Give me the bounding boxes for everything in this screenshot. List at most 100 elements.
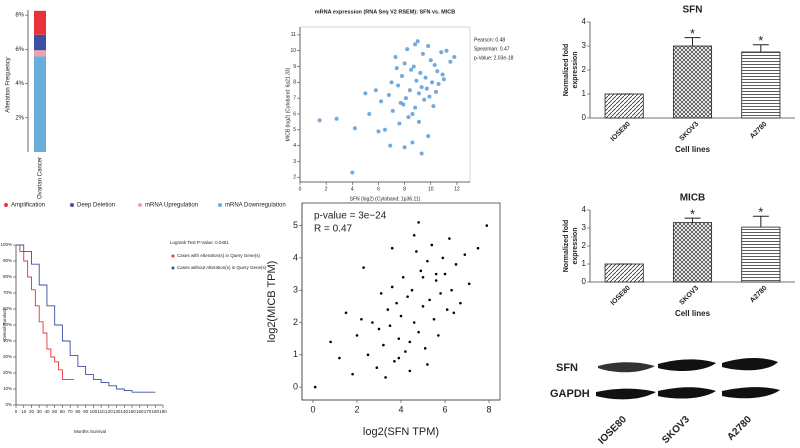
point	[414, 78, 419, 83]
point	[406, 115, 411, 120]
point	[439, 50, 444, 55]
point	[452, 311, 456, 315]
y-tick-label: 60%	[3, 306, 12, 311]
x-tick-label: 12	[454, 186, 460, 192]
significance: *	[690, 207, 695, 222]
y-tick-label: 8%	[15, 13, 24, 19]
point	[408, 340, 412, 344]
y-tick-label: 2	[293, 317, 298, 327]
x-axis-label: Cell lines	[675, 145, 711, 154]
western-blot-bands	[596, 358, 780, 400]
y-tick-label: 0	[582, 113, 587, 122]
bar	[604, 263, 644, 283]
point	[393, 55, 398, 60]
point	[376, 129, 381, 134]
point	[396, 83, 401, 88]
point	[397, 356, 401, 360]
point	[418, 70, 423, 75]
point	[463, 253, 467, 256]
y-tick-label: 80%	[3, 274, 12, 279]
legend-marker	[218, 203, 222, 207]
point	[366, 353, 370, 357]
y-tick-label: 4	[582, 17, 587, 26]
annotation: Pearson: 0.48	[474, 37, 505, 43]
y-tick-label: 50%	[3, 322, 12, 327]
significance: *	[758, 205, 763, 220]
point	[402, 145, 407, 150]
point	[406, 295, 409, 298]
significance: *	[758, 33, 763, 48]
point	[431, 104, 436, 109]
y-tick-label: 0%	[5, 402, 12, 407]
y-tick-label: 5	[293, 220, 298, 230]
y-tick-label: 9	[293, 64, 296, 70]
y-tick-label: 7	[293, 96, 296, 102]
x-tick-label: 60	[60, 409, 66, 414]
blot-lane-label: A2780	[725, 414, 754, 443]
point	[423, 75, 428, 80]
y-tick-label: 1	[582, 259, 587, 268]
point	[450, 288, 453, 292]
point	[410, 288, 414, 292]
y-tick-label: 4	[293, 252, 298, 262]
point	[389, 80, 394, 85]
error-bar	[684, 37, 701, 46]
y-tick-label: 100%	[0, 242, 12, 247]
y-tick-label: 3	[582, 41, 587, 50]
x-tick-label: 0	[310, 405, 315, 415]
point	[444, 48, 449, 53]
point	[383, 127, 387, 132]
bar	[741, 226, 781, 283]
point	[395, 301, 398, 305]
point	[402, 61, 407, 66]
point	[426, 259, 429, 263]
point	[351, 372, 354, 376]
x-tick-label: 6	[442, 405, 447, 415]
point	[430, 80, 435, 85]
y-tick-label: 1	[293, 349, 298, 359]
bar-segment	[34, 56, 46, 152]
point	[394, 66, 399, 71]
point	[329, 340, 332, 344]
point	[412, 233, 416, 237]
point	[439, 292, 442, 295]
point	[415, 39, 420, 44]
point	[390, 285, 394, 289]
point	[454, 263, 458, 266]
bar-segment	[34, 34, 46, 51]
x-tick-label: 8	[486, 405, 491, 415]
point	[407, 88, 412, 93]
legend-label: mRNA Downregulation	[225, 203, 286, 209]
survival-line	[16, 244, 156, 393]
x-axis-label: Months Survival	[74, 429, 106, 434]
chart-title: mRNA expression (RNA Seq V2 RSEM): SFN v…	[315, 9, 456, 15]
point	[413, 42, 418, 47]
y-tick-label: 8	[293, 80, 296, 86]
y-tick-label: 3	[582, 223, 587, 232]
y-tick-label: 40%	[3, 338, 12, 343]
point	[386, 93, 391, 98]
x-tick-label: 90	[83, 409, 89, 414]
y-tick-label: 30%	[3, 354, 12, 359]
bar-segment	[34, 50, 46, 57]
y-tick-label: 10%	[3, 386, 12, 391]
point	[428, 58, 433, 63]
x-tick-label: 4	[398, 405, 403, 415]
x-tick-label: 70	[68, 409, 74, 414]
x-tick-label: 110	[98, 409, 106, 414]
x-tick-label: 100	[90, 409, 98, 414]
point	[476, 246, 480, 250]
x-tick-label: 140	[121, 409, 129, 414]
bar	[604, 93, 644, 119]
y-tick-label: 6	[293, 111, 296, 117]
x-tick-label: SKOV3	[678, 285, 700, 307]
y-axis-label: MICB (log2) (Cytoband: 6p21.33)	[285, 67, 291, 141]
legend-marker	[171, 254, 175, 258]
point	[448, 59, 453, 64]
point	[400, 74, 404, 79]
legend-label: Cases without Alteration(s) in Query Gen…	[177, 265, 267, 270]
y-tick-label: 11	[291, 32, 296, 38]
point	[415, 250, 418, 253]
annotation: p-Value: 2.03e-18	[474, 55, 514, 61]
annotation: p-value = 3e−24	[314, 211, 387, 222]
